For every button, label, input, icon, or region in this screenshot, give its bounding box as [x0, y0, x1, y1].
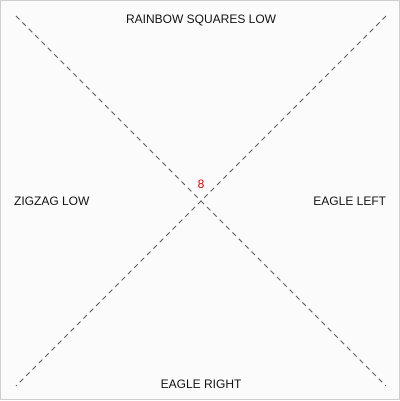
- left-edge-label[interactable]: ZIGZAG LOW: [14, 194, 89, 208]
- bottom-edge-label[interactable]: EAGLE RIGHT: [1, 377, 400, 391]
- center-number: 8: [193, 177, 209, 191]
- top-edge-label[interactable]: RAINBOW SQUARES LOW: [1, 12, 400, 26]
- right-edge-label[interactable]: EAGLE LEFT: [313, 194, 386, 208]
